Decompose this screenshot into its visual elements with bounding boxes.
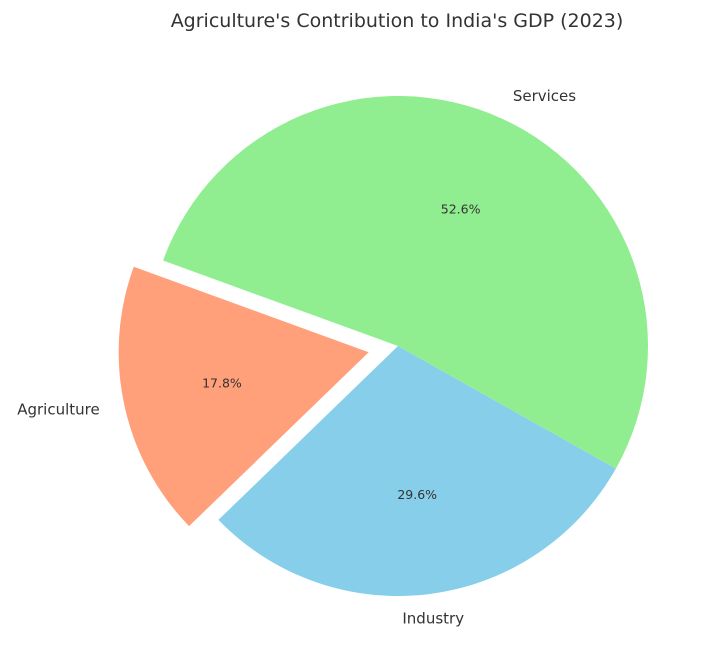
slice-services [163, 96, 648, 469]
slice-label-services: Services [513, 87, 576, 105]
percent-label-services: 52.6% [441, 202, 481, 217]
slice-label-agriculture: Agriculture [17, 401, 100, 419]
slice-industry [218, 346, 616, 597]
chart-title: Agriculture's Contribution to India's GD… [171, 10, 624, 32]
pie-labels: Agriculture 17.8% Industry 29.6% Services 52.… [17, 87, 576, 628]
pie-slices [118, 96, 648, 597]
percent-label-agriculture: 17.8% [202, 376, 242, 391]
slice-label-industry: Industry [402, 610, 464, 628]
slice-agriculture [118, 266, 369, 527]
percent-label-industry: 29.6% [397, 487, 437, 502]
